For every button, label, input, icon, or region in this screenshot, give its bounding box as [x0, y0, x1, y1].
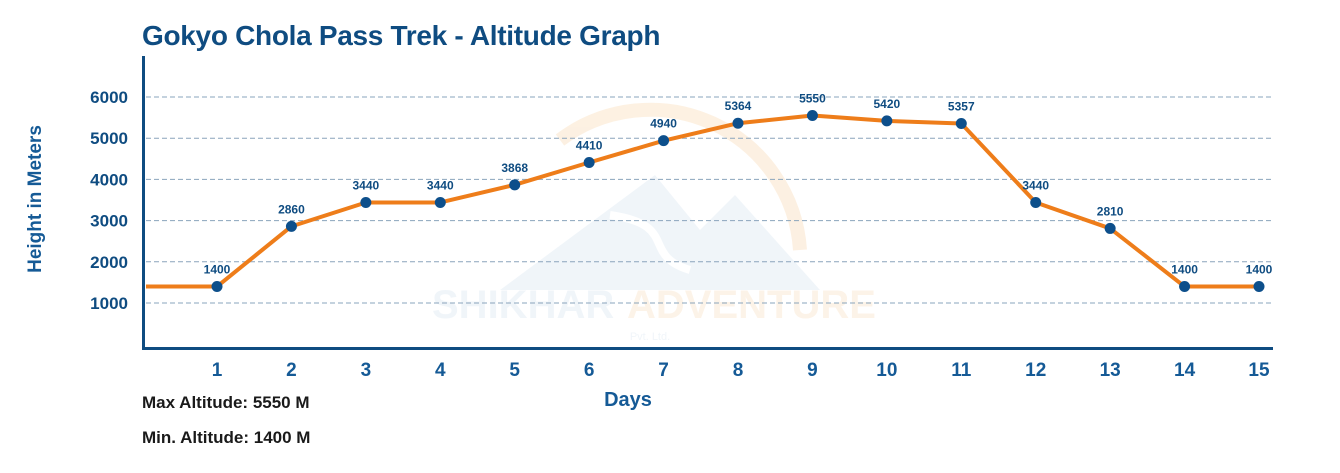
data-point-marker — [360, 196, 372, 208]
x-tick-label: 12 — [1025, 360, 1046, 381]
data-point-label: 5550 — [799, 92, 826, 106]
data-point-marker — [285, 220, 297, 232]
data-point-label: 4940 — [650, 117, 677, 131]
data-point-label: 1400 — [1246, 263, 1273, 277]
data-point-marker — [881, 115, 893, 127]
data-point-label: 4410 — [576, 139, 603, 153]
data-point-label: 3868 — [501, 161, 528, 175]
data-point-label: 5420 — [874, 97, 901, 111]
data-point-label: 2860 — [278, 202, 305, 216]
x-tick-label: 2 — [286, 360, 297, 381]
data-point-marker — [1179, 281, 1191, 293]
data-point-marker — [1104, 222, 1116, 234]
data-point-marker — [955, 117, 967, 129]
x-axis-ticks: 1 2 3 4 5 6 7 8 9 10 11 12 13 14 15 — [212, 360, 1270, 381]
y-tick-label: 3000 — [90, 212, 128, 231]
min-altitude-stat: Min. Altitude: 1400 M — [142, 428, 311, 447]
y-tick-label: 4000 — [90, 170, 128, 189]
x-tick-label: 3 — [361, 360, 372, 381]
x-tick-label: 6 — [584, 360, 595, 381]
x-tick-label: 4 — [435, 360, 446, 381]
y-tick-label: 5000 — [90, 129, 128, 148]
x-axis-label: Days — [604, 389, 652, 411]
data-point-marker — [211, 281, 223, 293]
y-tick-label: 1000 — [90, 294, 128, 313]
data-point-marker — [806, 110, 818, 122]
altitude-line — [146, 113, 1259, 289]
data-point-label: 1400 — [1171, 263, 1198, 277]
data-point-label: 3440 — [353, 178, 380, 192]
data-point-label: 5364 — [725, 99, 752, 113]
data-point-marker — [434, 196, 446, 208]
data-point-marker — [583, 157, 595, 169]
watermark-brand-right: ADVENTURE — [627, 283, 876, 327]
data-point-marker — [1030, 196, 1042, 208]
x-tick-label: 1 — [212, 360, 223, 381]
x-tick-label: 8 — [733, 360, 744, 381]
x-tick-label: 10 — [876, 360, 897, 381]
data-point-marker — [732, 117, 744, 129]
max-altitude-stat: Max Altitude: 5550 M — [142, 393, 310, 412]
data-point-label: 2810 — [1097, 204, 1124, 218]
watermark-brand-left: SHIKHAR — [432, 283, 614, 327]
data-point-marker — [658, 135, 670, 147]
x-tick-label: 15 — [1248, 360, 1270, 381]
x-tick-label: 14 — [1174, 360, 1196, 381]
data-points: 1400 2860 3440 3440 3868 4410 4940 5364 5550 5420… — [204, 92, 1273, 293]
data-point-label: 3440 — [427, 178, 454, 192]
data-point-label: 5357 — [948, 99, 975, 113]
x-tick-label: 11 — [951, 360, 972, 381]
data-point-label: 3440 — [1022, 178, 1049, 192]
y-axis-ticks: 6000 5000 4000 3000 2000 1000 — [90, 88, 128, 313]
data-point-marker — [1253, 281, 1265, 293]
watermark-logo: SHIKHAR ADVENTURE Pvt. Ltd. — [432, 102, 876, 343]
data-point-label: 1400 — [204, 263, 231, 277]
y-tick-label: 2000 — [90, 253, 128, 272]
data-point-marker — [509, 179, 521, 191]
x-tick-label: 13 — [1100, 360, 1121, 381]
chart-title: Gokyo Chola Pass Trek - Altitude Graph — [142, 20, 661, 51]
x-tick-label: 7 — [658, 360, 669, 381]
x-tick-label: 9 — [807, 360, 818, 381]
y-tick-label: 6000 — [90, 88, 128, 107]
x-tick-label: 5 — [509, 360, 520, 381]
watermark-sub: Pvt. Ltd. — [630, 331, 670, 343]
